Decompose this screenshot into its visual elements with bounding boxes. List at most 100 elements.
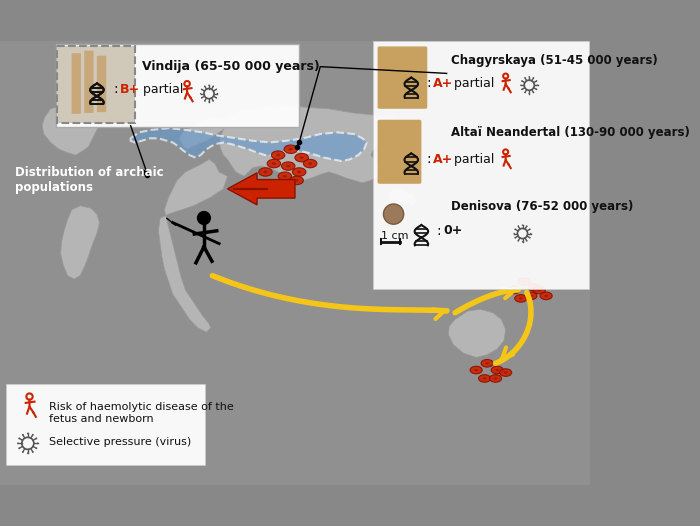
Text: :: : bbox=[426, 153, 431, 166]
Ellipse shape bbox=[297, 171, 301, 173]
Circle shape bbox=[533, 92, 534, 93]
Ellipse shape bbox=[293, 168, 306, 176]
Circle shape bbox=[216, 97, 217, 98]
Text: partial: partial bbox=[139, 83, 183, 96]
Ellipse shape bbox=[308, 163, 312, 165]
Text: 0+: 0+ bbox=[443, 225, 463, 237]
Text: Chagyrskaya (51-45 000 years): Chagyrskaya (51-45 000 years) bbox=[451, 54, 657, 67]
Ellipse shape bbox=[522, 280, 526, 282]
Ellipse shape bbox=[303, 159, 317, 168]
Circle shape bbox=[201, 89, 202, 90]
Ellipse shape bbox=[276, 154, 280, 156]
Circle shape bbox=[524, 77, 526, 79]
Ellipse shape bbox=[290, 176, 303, 185]
Circle shape bbox=[209, 85, 210, 86]
Polygon shape bbox=[179, 117, 228, 149]
FancyBboxPatch shape bbox=[6, 385, 205, 466]
Circle shape bbox=[517, 226, 519, 227]
Circle shape bbox=[520, 85, 522, 86]
FancyBboxPatch shape bbox=[55, 44, 299, 127]
Ellipse shape bbox=[489, 375, 502, 382]
Circle shape bbox=[522, 80, 523, 82]
Ellipse shape bbox=[267, 159, 281, 168]
Text: Selective pressure (virus): Selective pressure (virus) bbox=[49, 438, 191, 448]
Circle shape bbox=[517, 240, 519, 241]
FancyBboxPatch shape bbox=[71, 53, 81, 114]
Circle shape bbox=[32, 451, 34, 453]
FancyBboxPatch shape bbox=[84, 50, 94, 113]
Ellipse shape bbox=[481, 359, 493, 367]
FancyBboxPatch shape bbox=[377, 46, 427, 109]
Circle shape bbox=[27, 452, 29, 454]
Circle shape bbox=[32, 434, 34, 436]
FancyArrow shape bbox=[228, 173, 295, 205]
Ellipse shape bbox=[281, 162, 295, 170]
FancyBboxPatch shape bbox=[0, 42, 590, 484]
Circle shape bbox=[204, 86, 206, 87]
Ellipse shape bbox=[512, 289, 516, 291]
Ellipse shape bbox=[295, 179, 299, 181]
Ellipse shape bbox=[263, 171, 267, 173]
Circle shape bbox=[36, 448, 37, 449]
Ellipse shape bbox=[470, 366, 482, 374]
Text: :: : bbox=[426, 76, 431, 90]
Circle shape bbox=[522, 225, 523, 226]
Ellipse shape bbox=[284, 145, 298, 154]
Ellipse shape bbox=[533, 286, 545, 294]
Ellipse shape bbox=[494, 377, 498, 380]
Text: Distribution of archaic
populations: Distribution of archaic populations bbox=[15, 166, 164, 194]
Circle shape bbox=[522, 88, 523, 90]
Text: A+: A+ bbox=[433, 77, 454, 90]
Circle shape bbox=[526, 240, 527, 241]
Ellipse shape bbox=[259, 168, 272, 176]
Circle shape bbox=[513, 233, 515, 234]
Text: Denisova (76-52 000 years): Denisova (76-52 000 years) bbox=[451, 200, 634, 213]
Polygon shape bbox=[448, 309, 505, 357]
FancyBboxPatch shape bbox=[97, 56, 106, 112]
Ellipse shape bbox=[538, 289, 541, 291]
Circle shape bbox=[536, 80, 537, 82]
Ellipse shape bbox=[533, 286, 536, 289]
Circle shape bbox=[514, 229, 516, 230]
Circle shape bbox=[36, 438, 37, 439]
Ellipse shape bbox=[272, 163, 276, 165]
Circle shape bbox=[212, 86, 214, 87]
Ellipse shape bbox=[496, 369, 499, 371]
Ellipse shape bbox=[504, 371, 508, 373]
FancyBboxPatch shape bbox=[377, 120, 421, 184]
Circle shape bbox=[216, 89, 217, 90]
Circle shape bbox=[530, 233, 531, 234]
Circle shape bbox=[27, 432, 29, 434]
Text: partial: partial bbox=[450, 77, 494, 90]
Circle shape bbox=[529, 237, 531, 238]
Text: A+: A+ bbox=[433, 153, 454, 166]
Circle shape bbox=[537, 85, 538, 86]
Circle shape bbox=[200, 93, 202, 94]
Ellipse shape bbox=[544, 295, 548, 297]
Polygon shape bbox=[388, 189, 417, 206]
Ellipse shape bbox=[278, 172, 292, 180]
Circle shape bbox=[384, 204, 404, 224]
Circle shape bbox=[37, 442, 38, 444]
Circle shape bbox=[209, 101, 210, 103]
Text: partial: partial bbox=[450, 153, 494, 166]
Circle shape bbox=[204, 100, 206, 102]
Ellipse shape bbox=[286, 165, 290, 167]
Circle shape bbox=[22, 451, 24, 453]
FancyBboxPatch shape bbox=[373, 42, 589, 289]
Text: B+: B+ bbox=[120, 83, 140, 96]
Circle shape bbox=[529, 229, 531, 230]
Circle shape bbox=[18, 438, 20, 439]
Text: :: : bbox=[114, 83, 118, 96]
Ellipse shape bbox=[518, 278, 531, 285]
Circle shape bbox=[522, 241, 523, 242]
Circle shape bbox=[533, 77, 534, 79]
Ellipse shape bbox=[491, 366, 503, 374]
Ellipse shape bbox=[528, 284, 540, 291]
Polygon shape bbox=[42, 105, 101, 155]
Ellipse shape bbox=[272, 151, 285, 159]
Ellipse shape bbox=[514, 295, 527, 302]
Ellipse shape bbox=[519, 297, 523, 299]
Circle shape bbox=[526, 226, 527, 227]
Polygon shape bbox=[61, 206, 99, 279]
